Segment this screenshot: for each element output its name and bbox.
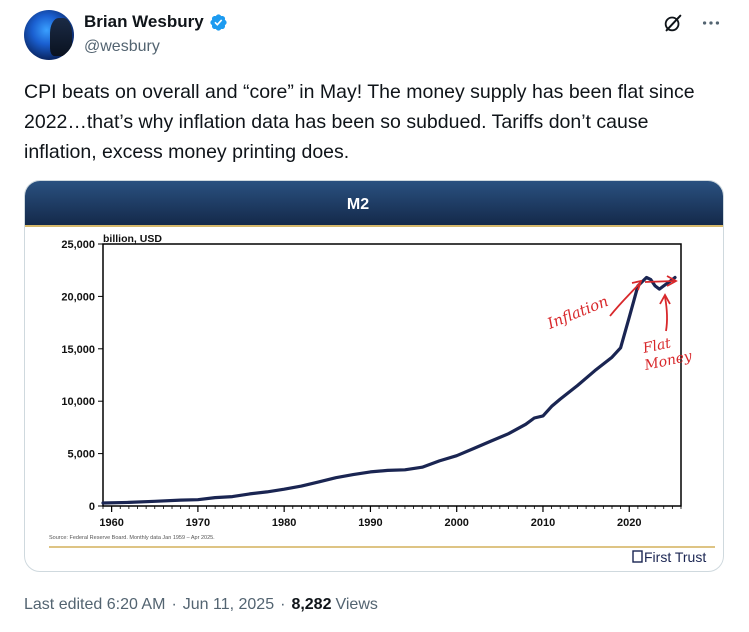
chart-banner <box>25 181 723 225</box>
inflation-arrow <box>609 282 641 317</box>
chart-image[interactable]: M2 billion, USD 0 5,000 10,000 15,000 20,000… <box>24 180 724 572</box>
tweet-date[interactable]: Jun 11, 2025 <box>182 596 275 613</box>
y-tick-label: 5,000 <box>67 449 95 461</box>
author-display-name[interactable]: Brian Wesbury <box>84 12 204 31</box>
edited-timestamp[interactable]: Last edited 6:20 AM <box>24 596 166 613</box>
y-axis-ticks: 0 5,000 10,000 15,000 20,000 25,000 <box>61 239 103 513</box>
avatar[interactable] <box>24 10 74 60</box>
y-tick-label: 0 <box>89 501 95 513</box>
flat-top-arrowhead <box>666 275 678 287</box>
views-count: 8,282 <box>291 596 332 613</box>
flat-word: Flat <box>641 335 673 357</box>
x-tick-label: 2010 <box>531 517 555 529</box>
flat-up-arrowhead <box>659 293 671 305</box>
first-trust-brand: First Trust <box>644 549 706 565</box>
flat-up-arrow <box>664 296 668 332</box>
x-tick-label: 1960 <box>99 517 123 529</box>
more-icon[interactable] <box>700 12 722 34</box>
first-trust-logo-box <box>632 550 643 563</box>
y-axis-unit-label: billion, USD <box>103 233 162 245</box>
x-tick-label: 1990 <box>358 517 382 529</box>
author-name-row: Brian Wesbury <box>84 12 228 32</box>
x-tick-label: 1980 <box>272 517 296 529</box>
tweet-meta: Last edited 6:20 AM · Jun 11, 2025 · 8,2… <box>24 596 378 614</box>
y-tick-label: 25,000 <box>61 239 95 251</box>
meta-separator: · <box>171 596 177 613</box>
x-tick-label: 2020 <box>617 517 641 529</box>
chart-source-note: Source: Federal Reserve Board. Monthly d… <box>49 535 215 541</box>
first-trust-logo: First Trust <box>632 549 706 565</box>
author-handle[interactable]: @wesbury <box>84 38 160 55</box>
verified-badge-icon <box>210 13 227 31</box>
x-axis-ticks: 1960 1970 1980 1990 2000 2010 2020 <box>99 506 682 529</box>
inflation-arrowhead <box>631 279 643 291</box>
y-tick-label: 20,000 <box>61 291 95 303</box>
chart-title: M2 <box>347 196 369 213</box>
x-tick-label: 2000 <box>444 517 468 529</box>
m2-chart: M2 billion, USD 0 5,000 10,000 15,000 20,000… <box>25 181 723 565</box>
plot-frame <box>102 243 682 507</box>
tweet-text: CPI beats on overall and “core” in May! … <box>24 81 695 163</box>
views-label: Views <box>335 596 378 613</box>
flat-top-arrow <box>644 280 676 283</box>
meta-separator-2: · <box>280 596 286 613</box>
grok-icon[interactable] <box>662 12 684 34</box>
y-tick-label: 15,000 <box>61 344 95 356</box>
y-tick-label: 10,000 <box>61 396 95 408</box>
x-tick-label: 1970 <box>186 517 210 529</box>
